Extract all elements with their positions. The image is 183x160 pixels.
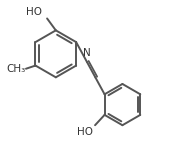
- Text: N: N: [83, 48, 91, 58]
- Text: HO: HO: [26, 7, 42, 16]
- Text: CH₃: CH₃: [6, 64, 25, 74]
- Text: HO: HO: [77, 127, 94, 137]
